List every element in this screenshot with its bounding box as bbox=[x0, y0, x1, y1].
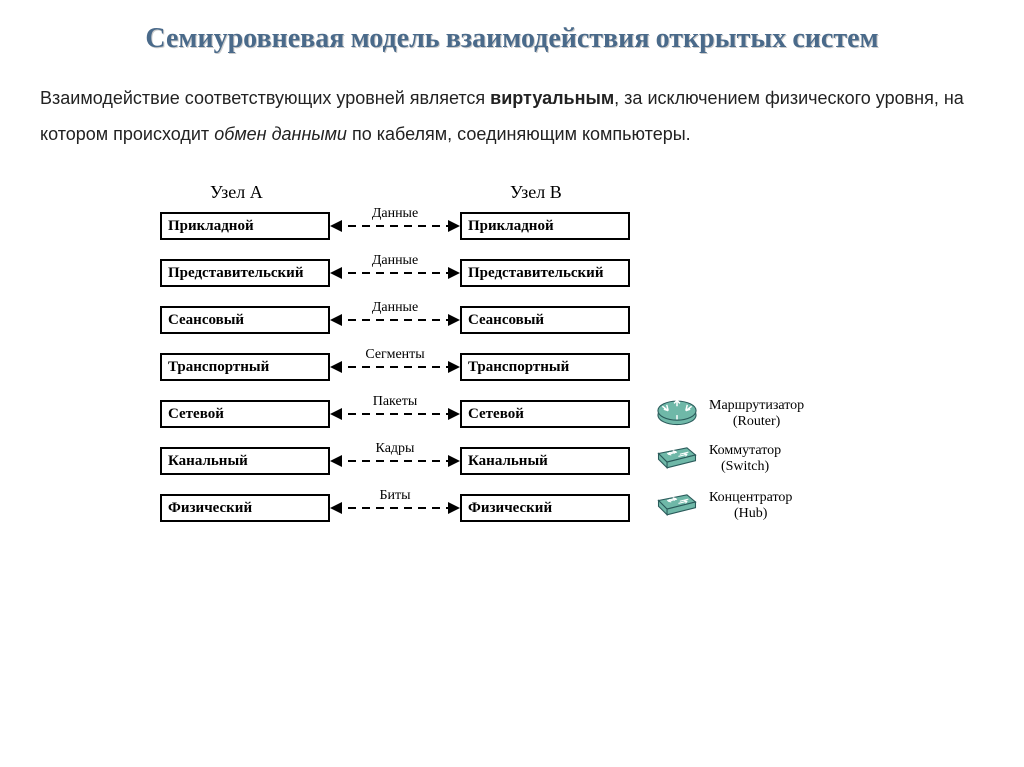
layer-a-box: Сеансовый bbox=[160, 306, 330, 334]
layer-a-box: Физический bbox=[160, 494, 330, 522]
layer-a-box: Канальный bbox=[160, 447, 330, 475]
page-title: Семиуровневая модель взаимодействия откр… bbox=[40, 20, 984, 56]
device-label: Маршрутизатор(Router) bbox=[709, 398, 804, 430]
connection-label: Биты bbox=[335, 488, 455, 504]
para-part3: по кабелям, соединяющим компьютеры. bbox=[347, 124, 691, 144]
connection-label: Пакеты bbox=[335, 394, 455, 410]
layer-b-box: Прикладной bbox=[460, 212, 630, 240]
switch-icon bbox=[655, 445, 699, 474]
description-paragraph: Взаимодействие соответствующих уровней я… bbox=[40, 80, 984, 152]
para-italic: обмен данными bbox=[214, 124, 347, 144]
layer-b-box: Сеансовый bbox=[460, 306, 630, 334]
connection-label: Данные bbox=[335, 253, 455, 269]
node-a-header: Узел А bbox=[210, 182, 263, 203]
connection-label: Данные bbox=[335, 300, 455, 316]
router-icon bbox=[655, 396, 699, 432]
device-label: Концентратор(Hub) bbox=[709, 490, 792, 522]
connection-label: Сегменты bbox=[335, 347, 455, 363]
layer-b-box: Канальный bbox=[460, 447, 630, 475]
layer-b-box: Сетевой bbox=[460, 400, 630, 428]
connection-label: Данные bbox=[335, 206, 455, 222]
osi-diagram: Узел А Узел В Прикладной Прикладной Данные… bbox=[160, 172, 920, 612]
layer-b-box: Представительский bbox=[460, 259, 630, 287]
layer-a-box: Представительский bbox=[160, 259, 330, 287]
device-router: Маршрутизатор(Router) bbox=[655, 396, 804, 432]
layer-a-box: Прикладной bbox=[160, 212, 330, 240]
layer-b-box: Транспортный bbox=[460, 353, 630, 381]
device-label: Коммутатор(Switch) bbox=[709, 443, 781, 475]
layer-b-box: Физический bbox=[460, 494, 630, 522]
para-part1: Взаимодействие соответствующих уровней я… bbox=[40, 88, 490, 108]
hub-icon bbox=[655, 492, 699, 521]
node-b-header: Узел В bbox=[510, 182, 562, 203]
device-hub: Концентратор(Hub) bbox=[655, 490, 792, 522]
device-switch: Коммутатор(Switch) bbox=[655, 443, 781, 475]
para-bold: виртуальным bbox=[490, 88, 614, 108]
layer-a-box: Сетевой bbox=[160, 400, 330, 428]
connection-label: Кадры bbox=[335, 441, 455, 457]
layer-a-box: Транспортный bbox=[160, 353, 330, 381]
